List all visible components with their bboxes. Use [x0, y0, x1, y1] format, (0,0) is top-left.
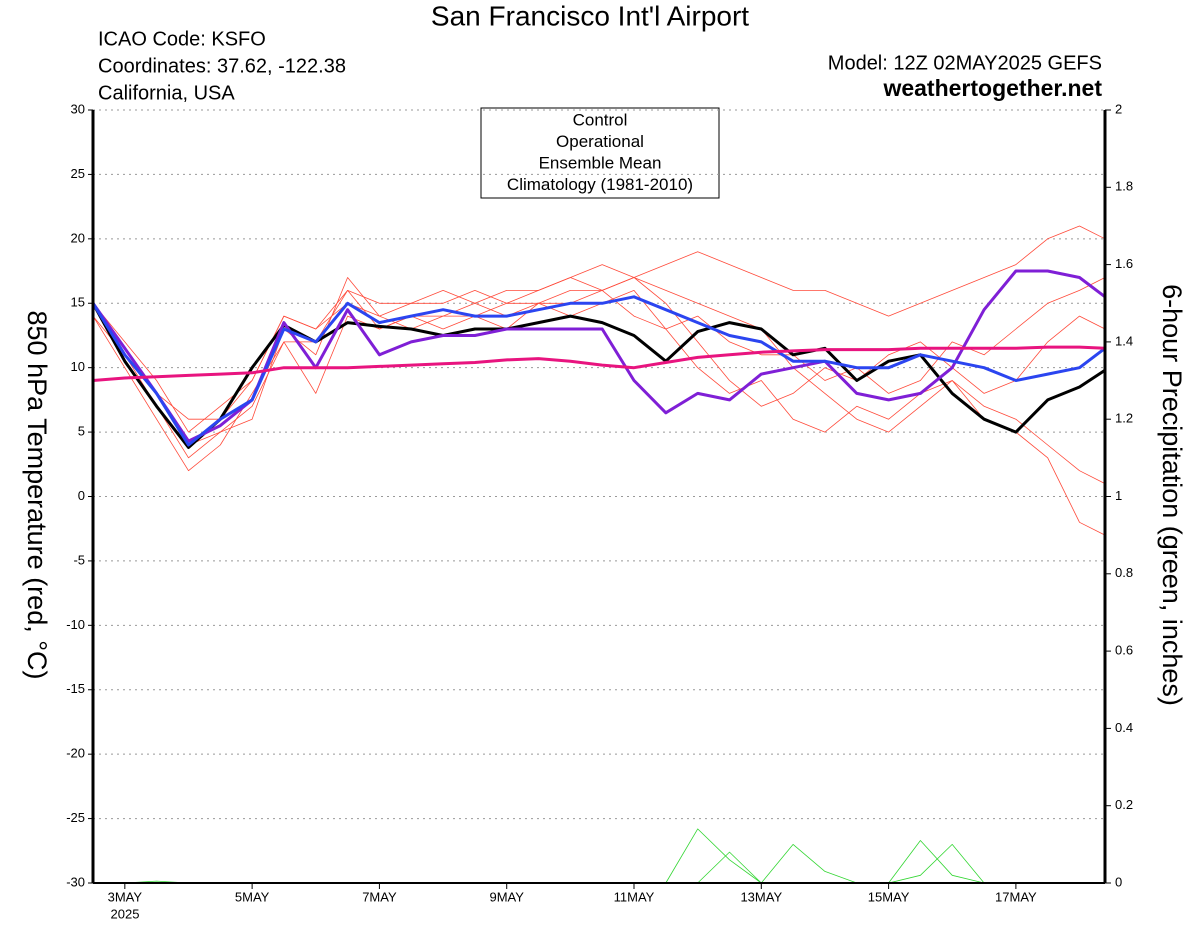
y-tick-label: -30 [66, 874, 85, 889]
x-tick-label: 17MAY [995, 889, 1037, 904]
y2-tick-label: 0.2 [1115, 797, 1133, 812]
annotation: Model: 12Z 02MAY2025 GEFS [828, 52, 1102, 74]
precip-member-line [93, 828, 1105, 884]
x-tick-label: 11MAY [614, 889, 655, 904]
y-tick-label: -25 [66, 810, 85, 825]
y-tick-label: 25 [71, 166, 85, 181]
y2-tick-label: 1.6 [1115, 256, 1133, 271]
x-tick-label: 13MAY [740, 889, 782, 904]
y2-tick-label: 0.8 [1115, 565, 1133, 580]
y-tick-label: -10 [66, 617, 85, 632]
y2-tick-label: 1.2 [1115, 411, 1133, 426]
y2-tick-label: 2 [1115, 101, 1122, 116]
y2-axis-label: 6-hour Precipitation (green, inches) [1157, 284, 1187, 706]
y2-tick-label: 1.4 [1115, 333, 1133, 348]
series-line [92, 345, 1106, 382]
y-axis-label: 850 hPa Temperature (red, °C) [22, 311, 52, 680]
annotation: ICAO Code: KSFO [98, 28, 266, 50]
annotation: weathertogether.net [882, 75, 1102, 101]
legend-entry: Climatology (1981-2010) [507, 175, 693, 194]
y2-tick-label: 0 [1115, 874, 1122, 889]
y-tick-label: 5 [78, 424, 85, 439]
series-line [91, 269, 1106, 443]
y2-tick-label: 0.6 [1115, 643, 1133, 658]
precip-member-line [93, 844, 1105, 884]
x-tick-label: 5MAY [235, 889, 270, 904]
y-tick-label: 20 [71, 230, 85, 245]
x-tick-label: 9MAY [489, 889, 524, 904]
ensemble-member-line [92, 290, 1106, 484]
y-tick-label: 10 [71, 359, 85, 374]
annotation: 2025 [111, 906, 140, 921]
annotation: California, USA [98, 82, 235, 104]
y2-tick-label: 1 [1115, 488, 1122, 503]
y-tick-label: 15 [71, 295, 85, 310]
legend-box [480, 107, 720, 199]
y-tick-label: 0 [78, 488, 85, 503]
y-tick-label: -20 [66, 746, 85, 761]
x-tick-label: 15MAY [868, 889, 910, 904]
legend-entry: Operational [556, 132, 644, 151]
y-tick-label: 30 [71, 101, 85, 116]
series-line [91, 302, 1106, 449]
x-tick-label: 3MAY [108, 889, 143, 904]
series-line [91, 295, 1106, 447]
chart-title: San Francisco Int'l Airport [431, 0, 749, 31]
y-tick-label: -15 [66, 681, 85, 696]
ensemble-member-line [92, 277, 1106, 536]
y2-tick-label: 1.8 [1115, 179, 1133, 194]
legend-entry: Control [573, 110, 628, 129]
y-tick-label: -5 [73, 552, 85, 567]
x-tick-label: 7MAY [362, 889, 397, 904]
legend-entry: Ensemble Mean [539, 153, 662, 172]
y2-tick-label: 0.4 [1115, 720, 1133, 735]
annotation: Coordinates: 37.62, -122.38 [98, 55, 346, 77]
